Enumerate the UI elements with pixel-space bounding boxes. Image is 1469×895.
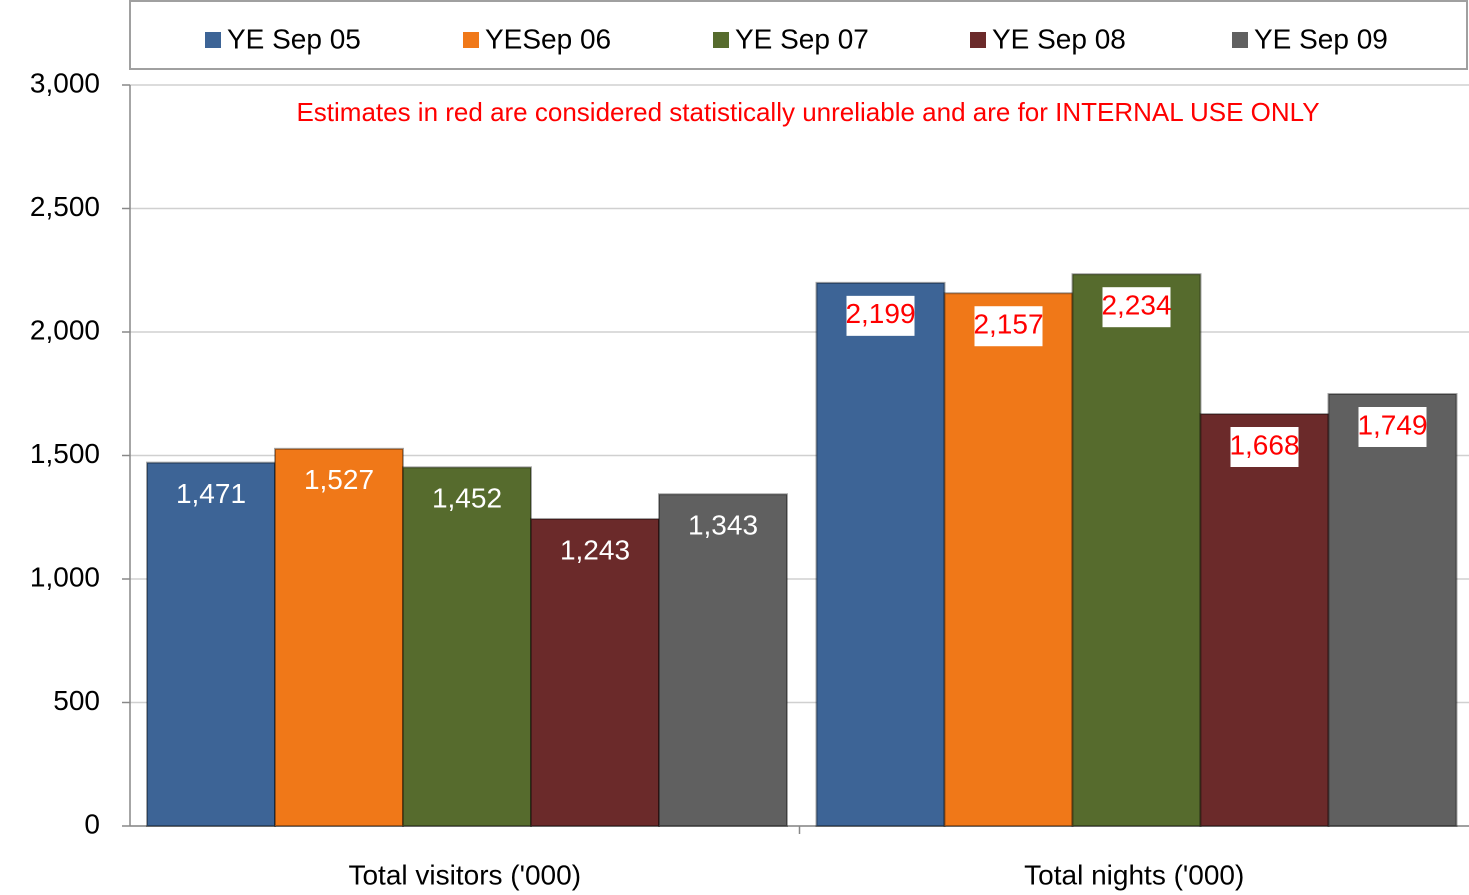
legend-swatch	[1232, 32, 1248, 48]
bar	[146, 461, 276, 827]
legend-swatch	[463, 32, 479, 48]
legend-label: YESep 06	[485, 23, 611, 54]
legend-swatch	[713, 32, 729, 48]
legend-swatch	[205, 32, 221, 48]
bar	[658, 493, 788, 827]
value-label: 1,668	[1229, 429, 1299, 460]
y-tick-label: 500	[53, 685, 100, 716]
y-tick-label: 1,500	[30, 438, 100, 469]
bar	[402, 466, 532, 827]
legend-label: YE Sep 08	[992, 23, 1126, 54]
value-label: 2,157	[973, 309, 1043, 340]
value-label: 1,527	[304, 464, 374, 495]
bar	[1199, 413, 1330, 827]
bar	[530, 517, 660, 827]
value-label-box	[1102, 287, 1171, 328]
y-tick-label: 1,000	[30, 561, 100, 592]
bar	[1071, 273, 1202, 827]
bar	[274, 447, 404, 827]
value-label: 1,471	[176, 478, 246, 509]
y-tick-label: 2,500	[30, 191, 100, 222]
value-label: 1,452	[432, 483, 502, 514]
annotation: Estimates in red are considered statisti…	[296, 97, 1319, 127]
legend-label: YE Sep 07	[735, 23, 869, 54]
x-tick-label: Total visitors ('000)	[348, 859, 581, 890]
value-label: 2,199	[845, 298, 915, 329]
value-label-box	[974, 306, 1043, 347]
bar	[815, 281, 946, 827]
y-tick-label: 2,000	[30, 314, 100, 345]
value-label: 1,243	[560, 534, 630, 565]
value-label-box	[1358, 406, 1427, 447]
value-label-box	[1230, 427, 1299, 468]
value-label: 1,749	[1357, 409, 1427, 440]
bar	[943, 292, 1074, 827]
value-label: 2,234	[1101, 290, 1171, 321]
legend-label: YE Sep 05	[227, 23, 361, 54]
legend-label: YE Sep 09	[1254, 23, 1388, 54]
x-tick-label: Total nights ('000)	[1024, 859, 1244, 890]
y-tick-label: 0	[84, 808, 100, 839]
legend-swatch	[970, 32, 986, 48]
value-label: 1,343	[688, 510, 758, 541]
value-label-box	[846, 295, 915, 336]
y-tick-label: 3,000	[30, 67, 100, 98]
bar	[1327, 392, 1458, 827]
